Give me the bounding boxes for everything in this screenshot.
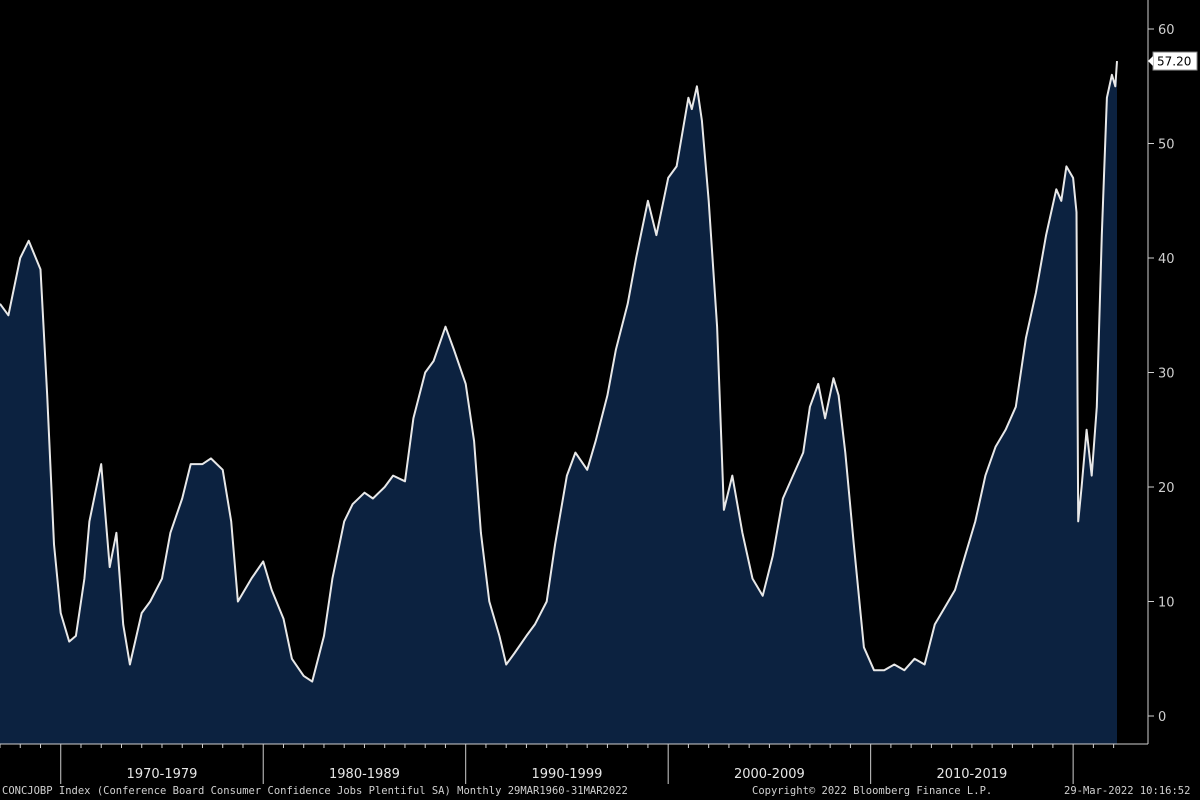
y-tick-label: 30 (1158, 367, 1175, 382)
y-tick-label: 50 (1158, 138, 1175, 153)
footer-timestamp: 29-Mar-2022 10:16:52 (1064, 785, 1191, 797)
y-tick-label: 60 (1158, 23, 1175, 38)
decade-label: 1980-1989 (329, 767, 400, 782)
y-tick-label: 10 (1158, 596, 1175, 611)
y-tick-label: 40 (1158, 252, 1175, 267)
decade-label: 1970-1979 (127, 767, 198, 782)
footer-copyright: Copyright© 2022 Bloomberg Finance L.P. (752, 785, 993, 797)
y-tick-label: 20 (1158, 481, 1175, 496)
last-value-pointer (1148, 56, 1153, 67)
y-tick-label: 0 (1158, 710, 1166, 725)
last-value-label: 57.20 (1157, 55, 1191, 69)
series-area-fill (0, 61, 1117, 745)
plot-region (0, 61, 1118, 745)
x-axis: 1970-1979 1980-1989 1990-1999 2000-2009 2010… (0, 743, 1148, 784)
footer-bar: CONCJOBP Index (Conference Board Consume… (0, 784, 1200, 800)
series-line (0, 61, 1118, 683)
decade-label: 1990-1999 (532, 767, 603, 782)
decade-label: 2010-2019 (936, 767, 1007, 782)
decade-label: 2000-2009 (734, 767, 805, 782)
footer-index-description: CONCJOBP Index (Conference Board Consume… (2, 785, 628, 797)
y-axis: 0 10 20 30 40 50 60 57.20 (1147, 0, 1198, 744)
